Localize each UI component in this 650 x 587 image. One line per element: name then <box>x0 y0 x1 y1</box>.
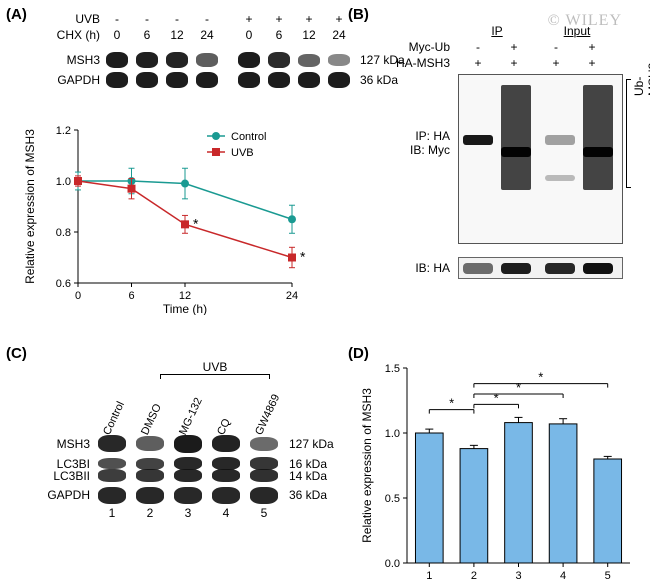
band <box>268 72 290 88</box>
header-cell: 12 <box>164 28 190 42</box>
blot-row-label: MSH3 <box>45 53 100 67</box>
band <box>298 72 320 88</box>
band <box>136 72 158 88</box>
band <box>328 54 350 66</box>
header-cell: 6 <box>266 28 292 42</box>
band <box>196 53 218 66</box>
svg-text:Control: Control <box>231 131 266 143</box>
header-cell: 24 <box>326 28 352 42</box>
band <box>166 52 188 68</box>
blot-row-label: GAPDH <box>45 73 100 87</box>
band <box>106 72 128 88</box>
input-label: Input <box>540 24 614 38</box>
panel-d-chart: 0.0 0.5 1.0 1.5 Relative expression of MSH3 1… <box>355 360 640 585</box>
panel-c: UVB ControlDMSOMG-132CQGW4869 MSH3 127 k… <box>40 360 334 520</box>
band <box>298 54 320 67</box>
svg-text:4: 4 <box>560 570 566 582</box>
condition-label: DMSO <box>139 402 164 437</box>
svg-text:0.6: 0.6 <box>56 278 71 290</box>
panel-b-label: (B) <box>348 6 369 23</box>
svg-text:*: * <box>449 396 454 411</box>
ib-myc-label: IB: Myc <box>378 143 450 157</box>
svg-text:1: 1 <box>426 570 432 582</box>
panel-b-ip-blot <box>458 74 623 244</box>
svg-text:Relative expression of MSH3: Relative expression of MSH3 <box>360 388 374 543</box>
svg-text:3: 3 <box>515 570 521 582</box>
band <box>136 52 158 68</box>
svg-text:1.0: 1.0 <box>56 176 71 188</box>
panel-c-label: (C) <box>6 345 27 362</box>
svg-text:*: * <box>538 370 543 385</box>
panel-b: IP Input Myc-Ub -+-+ HA-MSH3 ++++ IP: HA… <box>378 24 638 279</box>
ub-msh3-label: Ub-MSH3 <box>632 63 650 96</box>
svg-text:0: 0 <box>75 290 81 302</box>
band <box>196 72 218 88</box>
header-cell: + <box>236 12 262 26</box>
band <box>268 52 290 67</box>
svg-text:1.2: 1.2 <box>56 125 71 137</box>
svg-text:*: * <box>494 390 499 405</box>
condition-label: CQ <box>215 417 233 437</box>
panel-b-ha-blot <box>458 257 623 279</box>
ip-ha-label: IP: HA <box>378 129 450 143</box>
svg-text:UVB: UVB <box>231 147 254 159</box>
band <box>238 52 260 68</box>
svg-text:*: * <box>300 249 306 265</box>
header-cell: + <box>296 12 322 26</box>
ip-label: IP <box>460 24 534 38</box>
uvb-label: UVB <box>45 12 100 26</box>
svg-text:2: 2 <box>471 570 477 582</box>
svg-text:0.0: 0.0 <box>385 558 400 570</box>
svg-text:Relative expression of MSH3: Relative expression of MSH3 <box>23 129 37 284</box>
panel-a-header: UVB ----++++ CHX (h) 061224061224 <box>45 12 352 42</box>
header-cell: - <box>194 12 220 26</box>
chx-label: CHX (h) <box>45 28 100 42</box>
svg-text:0.5: 0.5 <box>385 493 400 505</box>
header-cell: 0 <box>236 28 262 42</box>
uvb-brace-label: UVB <box>160 360 270 374</box>
panel-a-label: (A) <box>6 6 27 23</box>
svg-text:24: 24 <box>286 290 298 302</box>
header-cell: - <box>164 12 190 26</box>
panel-a-chart: 0.6 0.8 1.0 1.2 0 6 12 24 Relative expression of… <box>20 120 310 315</box>
svg-text:Time (h): Time (h) <box>163 302 207 315</box>
header-cell: 6 <box>134 28 160 42</box>
band <box>166 72 188 88</box>
condition-label: MG-132 <box>177 396 205 437</box>
header-cell: 0 <box>104 28 130 42</box>
svg-text:12: 12 <box>179 290 191 302</box>
svg-text:0.8: 0.8 <box>56 227 71 239</box>
panel-a-blots: MSH3 127 kDa GAPDH <box>45 52 405 92</box>
condition-label: Control <box>101 400 127 437</box>
header-cell: 24 <box>194 28 220 42</box>
svg-text:1.5: 1.5 <box>385 363 400 375</box>
header-cell: + <box>266 12 292 26</box>
header-cell: 12 <box>296 28 322 42</box>
condition-label: GW4869 <box>253 393 282 437</box>
svg-text:1.0: 1.0 <box>385 428 400 440</box>
header-cell: - <box>104 12 130 26</box>
band <box>328 72 350 88</box>
svg-text:5: 5 <box>605 570 611 582</box>
svg-text:*: * <box>193 215 199 231</box>
ib-ha-label: IB: HA <box>378 261 450 275</box>
svg-text:*: * <box>516 380 521 395</box>
band <box>106 52 128 68</box>
band <box>238 72 260 88</box>
header-cell: - <box>134 12 160 26</box>
svg-text:6: 6 <box>128 290 134 302</box>
